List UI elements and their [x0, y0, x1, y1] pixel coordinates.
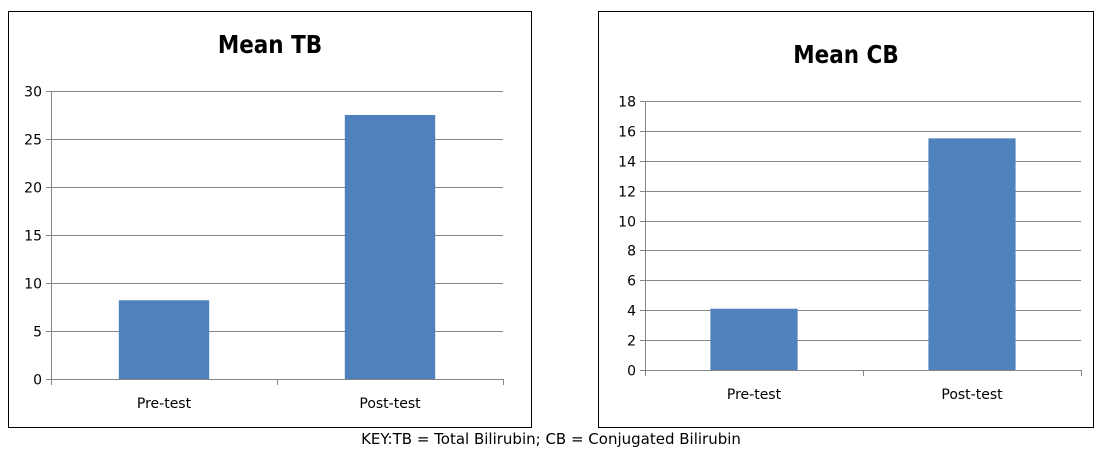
y-tick-label: 12 [618, 185, 636, 201]
y-tick-label: 6 [627, 274, 636, 290]
y-tick-label: 18 [618, 95, 636, 111]
y-tick-label: 25 [24, 133, 42, 149]
bar-post-test [344, 115, 436, 379]
y-tick-label: 14 [618, 155, 636, 171]
chart-title: Mean CB [793, 40, 899, 69]
chart-title: Mean TB [217, 30, 323, 59]
y-tick-label: 16 [618, 125, 636, 141]
y-tick-label: 10 [24, 277, 42, 293]
y-tick-label: 30 [24, 85, 42, 101]
y-tick-label: 10 [618, 215, 636, 231]
y-tick-label: 2 [627, 334, 636, 350]
x-tick-label: Pre-test [137, 396, 192, 412]
bar-pre-test [710, 308, 798, 370]
bar-post-test [928, 138, 1016, 370]
y-tick-label: 5 [33, 325, 42, 341]
x-tick-label: Post-test [359, 396, 421, 412]
y-tick-label: 0 [627, 364, 636, 380]
chart-plot-area: 0 5 10 15 20 25 30 Pre-test Post-test [24, 85, 504, 412]
y-tick-label: 0 [33, 373, 42, 389]
x-tick-label: Pre-test [727, 387, 782, 403]
x-tick-label: Post-test [941, 387, 1003, 403]
figure-caption: KEY:TB = Total Bilirubin; CB = Conjugate… [361, 430, 741, 448]
chart-mean-cb: Mean CB 0 2 4 6 8 10 12 14 16 18 Pre-test Post-test [598, 11, 1094, 428]
y-tick-label: 15 [24, 229, 42, 245]
chart-mean-tb: Mean TB 0 5 10 15 20 25 30 Pre-test Post-test [8, 11, 532, 428]
bar-pre-test [118, 300, 210, 379]
y-tick-label: 20 [24, 181, 42, 197]
y-tick-label: 8 [627, 244, 636, 260]
y-tick-label: 4 [627, 304, 636, 320]
chart-plot-area: 0 2 4 6 8 10 12 14 16 18 Pre-test Post-test [618, 95, 1082, 403]
